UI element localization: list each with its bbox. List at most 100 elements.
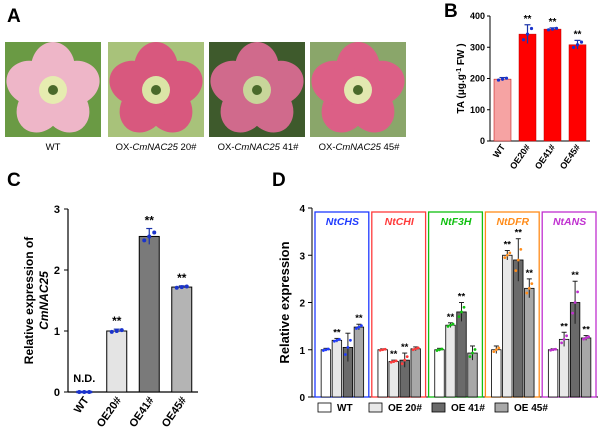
flower-pistil: [252, 85, 262, 95]
significance-label: **: [447, 312, 455, 323]
data-point: [529, 26, 534, 31]
data-point: [77, 390, 82, 394]
bar: [410, 348, 421, 398]
significance-label: **: [458, 292, 466, 303]
data-point: [471, 351, 474, 355]
data-point: [346, 345, 350, 349]
data-point: [438, 348, 441, 352]
data-point: [322, 349, 325, 352]
data-point: [500, 77, 505, 81]
y-axis-label-part: μg.g: [456, 74, 467, 95]
flower-photo: [108, 42, 204, 137]
bar: [434, 349, 445, 398]
y-axis-label-part: -1: [456, 68, 463, 74]
data-point: [579, 40, 584, 44]
data-point: [505, 253, 509, 257]
legend-swatch: [317, 402, 332, 413]
data-point: [584, 336, 588, 340]
panel-letter-a: A: [7, 6, 21, 27]
y-tick-label: 1: [54, 326, 60, 338]
data-point: [521, 38, 526, 42]
significance-label: **: [333, 327, 341, 338]
data-point: [549, 348, 552, 352]
y-axis-label-line1: Relative expression of: [22, 236, 36, 364]
data-point: [575, 43, 580, 47]
y-tick-label: 0: [54, 387, 60, 399]
y-axis-label-line2: CmNAC25: [37, 271, 51, 330]
data-point: [496, 78, 501, 82]
photo-label-pre: OX-: [318, 142, 336, 153]
photo-label-pre: OX-: [115, 142, 133, 153]
y-axis-label: TA (μg.g-1 FW ): [456, 43, 468, 113]
data-point: [550, 27, 555, 31]
data-point: [582, 337, 585, 341]
photo-label-pre: WT: [45, 142, 61, 153]
significance-label: **: [515, 228, 523, 239]
data-point: [414, 347, 418, 351]
bar: [524, 287, 535, 398]
significance-label: **: [145, 214, 155, 228]
y-tick-label: 100: [470, 105, 485, 115]
bar: [377, 349, 388, 398]
legend-label: OE 45#: [514, 403, 548, 414]
flower-pistil: [48, 85, 58, 95]
significance-label: **: [355, 313, 363, 324]
data-point: [497, 346, 501, 350]
y-tick-label: 0: [480, 136, 485, 146]
data-point: [514, 269, 518, 273]
significance-label: **: [177, 271, 187, 285]
bar: [547, 349, 559, 398]
data-point: [562, 337, 566, 341]
photo-label-gene: CmNAC25: [234, 142, 280, 153]
data-point: [179, 285, 184, 290]
significance-label: **: [582, 325, 590, 336]
data-point: [494, 348, 498, 352]
data-point: [519, 247, 523, 251]
data-point: [184, 284, 189, 289]
data-point: [527, 286, 531, 290]
data-point: [383, 347, 387, 351]
data-point: [381, 348, 385, 352]
significance-label: **: [549, 17, 557, 28]
y-axis-label: Relative expression: [277, 241, 292, 363]
panel-letter-c: C: [7, 170, 21, 191]
value-label: N.D.: [73, 373, 95, 385]
data-point: [503, 256, 507, 260]
y-tick-label: 400: [470, 11, 485, 21]
bar: [388, 361, 399, 398]
significance-label: **: [390, 349, 398, 360]
significance-label: **: [504, 240, 512, 251]
data-point: [462, 305, 466, 309]
data-point: [174, 285, 179, 290]
gene-group-label: NtCHS: [326, 216, 359, 228]
data-point: [338, 337, 341, 341]
photo-label-post: 41#: [279, 142, 299, 153]
y-axis-label-part: FW ): [456, 43, 467, 67]
data-point: [378, 348, 382, 352]
data-point: [109, 329, 114, 334]
data-point: [440, 347, 444, 351]
significance-label: **: [401, 342, 409, 353]
data-point: [333, 339, 336, 343]
data-point: [525, 291, 529, 295]
flower: [210, 42, 304, 133]
photo-label-post: 45#: [380, 142, 400, 153]
data-point: [468, 355, 472, 359]
y-axis-label-part: TA (: [456, 95, 467, 114]
data-point: [587, 335, 590, 339]
data-point: [324, 348, 328, 352]
data-point: [551, 348, 555, 352]
bar: [502, 254, 513, 398]
legend-label: WT: [337, 403, 353, 414]
data-point: [560, 341, 563, 345]
flower: [311, 42, 405, 133]
data-point: [446, 324, 450, 328]
y-tick-label: 2: [54, 265, 60, 277]
bar: [445, 324, 456, 398]
photo-label-wt: WT: [5, 142, 101, 153]
flower-pistil: [353, 85, 363, 95]
photo-label-gene: CmNAC25: [335, 142, 381, 153]
data-point: [400, 362, 404, 366]
